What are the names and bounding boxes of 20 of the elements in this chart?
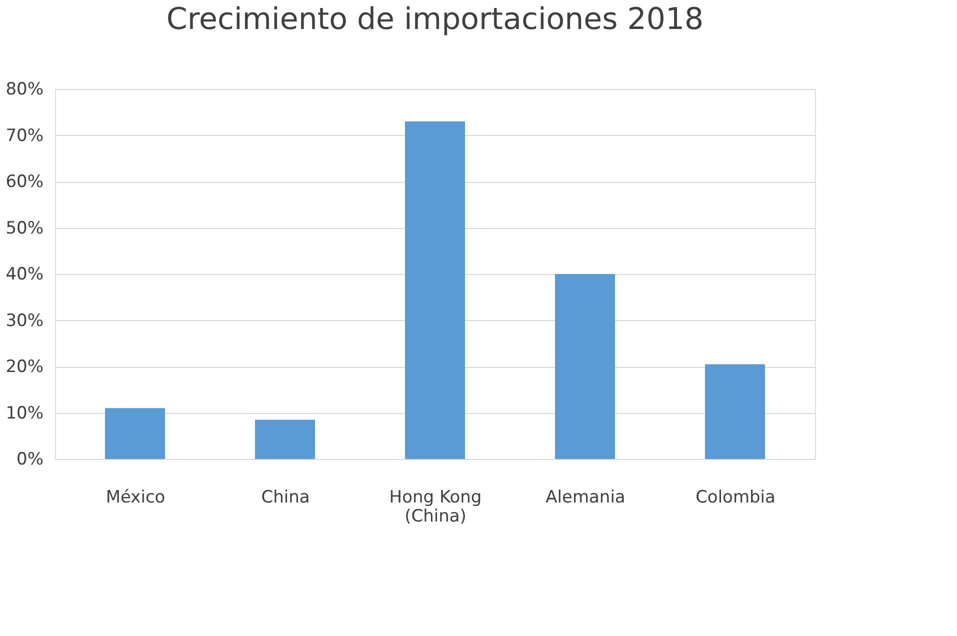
x-tick-label: Hong Kong (China): [389, 488, 482, 526]
x-tick-label: Colombia: [696, 488, 776, 508]
y-tick-label: 40%: [6, 264, 44, 284]
y-tick-label: 70%: [6, 126, 44, 146]
y-tick-label: 20%: [6, 357, 44, 377]
y-tick-label: 30%: [6, 310, 44, 331]
bar: [705, 364, 765, 459]
bar: [255, 420, 315, 459]
y-tick-label: 10%: [6, 403, 44, 424]
x-tick-label: China: [261, 488, 310, 508]
chart-title: Crecimiento de importaciones 2018: [166, 2, 704, 37]
y-tick-label: 80%: [6, 80, 44, 100]
y-tick-label: 0%: [16, 450, 44, 470]
bar: [105, 408, 165, 459]
bar: [555, 274, 615, 459]
x-tick-label: México: [106, 488, 166, 508]
y-tick-label: 50%: [6, 218, 44, 238]
y-tick-label: 60%: [6, 172, 44, 192]
x-tick-label: Alemania: [546, 488, 626, 508]
bar: [405, 121, 465, 459]
